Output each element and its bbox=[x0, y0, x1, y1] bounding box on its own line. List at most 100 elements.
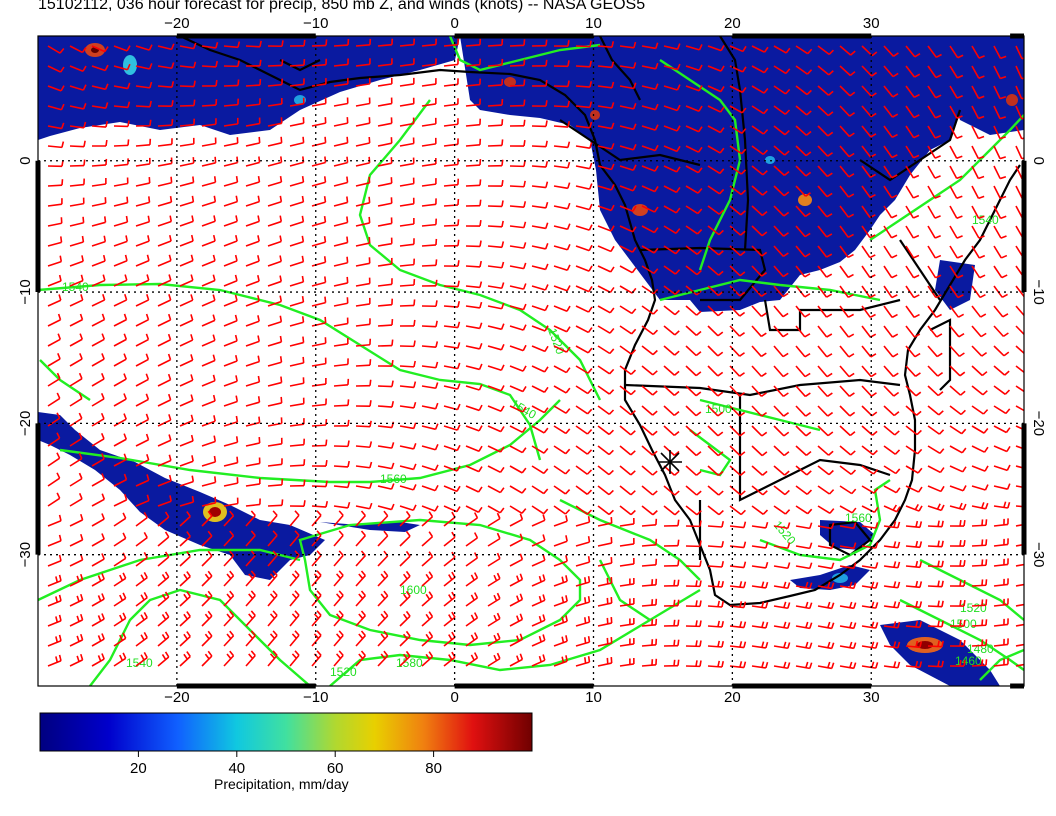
wind-barb bbox=[245, 570, 256, 587]
wind-barb bbox=[575, 244, 593, 252]
wind-barb bbox=[1015, 385, 1024, 393]
wind-barb bbox=[861, 465, 879, 475]
wind-barb bbox=[773, 265, 789, 278]
wind-barb bbox=[69, 294, 84, 307]
wind-barb bbox=[355, 570, 366, 587]
wind-barb bbox=[597, 61, 615, 69]
wind-barb bbox=[531, 534, 546, 547]
wind-barb bbox=[113, 254, 128, 267]
wind-barb bbox=[135, 453, 150, 467]
wind-barb bbox=[509, 513, 524, 527]
wind-barb bbox=[663, 385, 680, 396]
wind-barb bbox=[751, 165, 768, 176]
wind-barb bbox=[47, 392, 61, 407]
wind-barb bbox=[927, 85, 942, 99]
contour-label: 1560 bbox=[845, 511, 872, 525]
wind-barb bbox=[839, 522, 857, 530]
wind-barb bbox=[157, 434, 172, 447]
wind-barb bbox=[883, 205, 898, 219]
wind-barb bbox=[355, 58, 371, 67]
wind-barb bbox=[69, 372, 83, 387]
wind-barb bbox=[663, 165, 681, 173]
wind-barb bbox=[883, 405, 900, 417]
wind-barb bbox=[399, 319, 416, 327]
wind-barb bbox=[69, 313, 84, 327]
wind-barb bbox=[289, 650, 300, 667]
wind-barb bbox=[355, 420, 372, 428]
wind-barb bbox=[267, 136, 283, 147]
wind-barb bbox=[905, 65, 921, 78]
wind-barb bbox=[355, 441, 373, 449]
wind-barb bbox=[949, 145, 963, 160]
wind-barb bbox=[597, 285, 615, 294]
wind-barb bbox=[927, 620, 944, 628]
wind-barb bbox=[707, 445, 724, 457]
wind-barb bbox=[179, 234, 194, 247]
wind-barb bbox=[949, 105, 963, 119]
wind-barb bbox=[377, 257, 393, 267]
wind-barb bbox=[597, 485, 614, 496]
wind-barb bbox=[223, 334, 238, 347]
wind-barb bbox=[773, 542, 791, 550]
wind-barb bbox=[245, 650, 256, 667]
wind-barb bbox=[69, 573, 84, 587]
wind-barb bbox=[245, 78, 262, 87]
wind-barb bbox=[553, 385, 571, 394]
wind-barb bbox=[729, 305, 746, 317]
wind-barb bbox=[685, 385, 702, 397]
wind-barb bbox=[773, 581, 791, 590]
wind-barb bbox=[685, 345, 702, 357]
wind-barb bbox=[729, 225, 746, 236]
wind-barb bbox=[641, 265, 659, 275]
wind-barb bbox=[949, 659, 966, 667]
wind-barb bbox=[113, 592, 127, 607]
wind-barb bbox=[509, 79, 526, 87]
wind-barb bbox=[971, 502, 989, 510]
wind-barb bbox=[399, 510, 411, 527]
wind-barb bbox=[883, 541, 901, 549]
wind-barb bbox=[399, 258, 415, 267]
wind-barb bbox=[223, 294, 238, 307]
wind-barb bbox=[861, 325, 877, 338]
wind-barb bbox=[245, 315, 260, 327]
wind-barb bbox=[861, 661, 879, 669]
wind-barb bbox=[971, 579, 988, 587]
wind-barb bbox=[971, 325, 987, 338]
wind-barb bbox=[663, 619, 680, 627]
wind-barb bbox=[707, 485, 724, 496]
wind-barb bbox=[597, 41, 615, 48]
wind-barb bbox=[993, 405, 1011, 415]
wind-barb bbox=[91, 216, 107, 227]
wind-barb bbox=[795, 601, 813, 610]
wind-barb bbox=[641, 225, 659, 234]
wind-barb bbox=[751, 85, 769, 94]
wind-barb bbox=[289, 438, 306, 447]
wind-barb bbox=[575, 385, 593, 395]
wind-barb bbox=[663, 505, 680, 516]
wind-barb bbox=[465, 632, 479, 647]
wind-barb bbox=[773, 601, 791, 610]
wind-barb bbox=[289, 459, 306, 467]
wind-barb bbox=[817, 425, 834, 437]
wind-barb bbox=[113, 552, 127, 567]
wind-barb bbox=[817, 641, 835, 650]
wind-barb bbox=[443, 611, 456, 627]
wind-barb bbox=[597, 637, 613, 647]
wind-barb bbox=[399, 401, 417, 409]
asterisk-icon bbox=[658, 450, 682, 474]
wind-barb bbox=[553, 202, 571, 210]
wind-barb bbox=[47, 654, 62, 667]
wind-barb bbox=[663, 519, 680, 527]
wind-barb bbox=[861, 522, 879, 529]
wind-barb bbox=[751, 225, 768, 237]
wind-barb bbox=[267, 235, 283, 247]
wind-barb bbox=[509, 465, 527, 474]
wind-barb bbox=[927, 205, 941, 219]
wind-barb bbox=[751, 105, 769, 115]
wind-barb bbox=[135, 138, 152, 147]
wind-barb bbox=[883, 65, 899, 78]
wind-barb bbox=[113, 215, 129, 227]
wind-barb bbox=[839, 465, 857, 475]
wind-barb bbox=[179, 215, 194, 227]
wind-barb bbox=[641, 144, 659, 152]
